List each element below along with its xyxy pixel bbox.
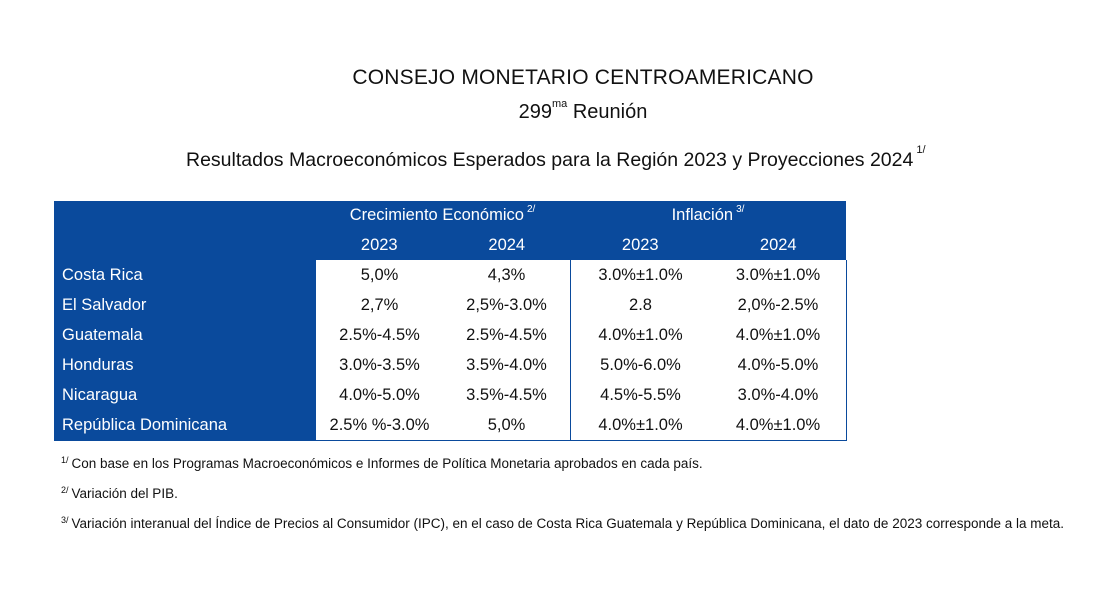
document-title: CONSEJO MONETARIO CENTROAMERICANO bbox=[352, 66, 814, 89]
value-cell: 5,0% bbox=[443, 410, 570, 441]
table-group-header-row: Crecimiento Económico 2/ Inflación 3/ bbox=[54, 201, 846, 230]
footnote-mark: 1/ bbox=[61, 455, 69, 465]
value-cell: 4.0%±1.0% bbox=[710, 320, 847, 350]
value-cell: 4.0%±1.0% bbox=[710, 410, 847, 441]
value-cell: 3.0%-3.5% bbox=[314, 350, 444, 380]
group-header-growth-label: Crecimiento Económico bbox=[349, 206, 524, 224]
group-header-inflation-label: Inflación bbox=[671, 206, 734, 224]
value-cell: 2,5%-3.0% bbox=[443, 290, 570, 320]
table-corner-cell-year bbox=[54, 230, 315, 260]
meeting-subtitle: 299ma Reunión bbox=[0, 98, 1108, 124]
footnote-text: Variación del PIB. bbox=[71, 486, 178, 501]
value-cell: 4.0%-5.0% bbox=[710, 350, 847, 380]
footnote: 3/Variación interanual del Índice de Pre… bbox=[61, 509, 1071, 539]
country-cell: Guatemala bbox=[54, 320, 315, 350]
value-cell: 2.5%-4.5% bbox=[443, 320, 570, 350]
year-header: 2024 bbox=[710, 230, 846, 260]
meeting-number: 299 bbox=[518, 101, 552, 123]
value-cell: 4.0%±1.0% bbox=[569, 410, 711, 441]
footnotes: 1/Con base en los Programas Macroeconómi… bbox=[61, 449, 1071, 539]
value-cell: 3.0%±1.0% bbox=[710, 260, 847, 290]
year-header: 2023 bbox=[570, 230, 711, 260]
footnote: 1/Con base en los Programas Macroeconómi… bbox=[61, 449, 1071, 479]
value-cell: 4.5%-5.5% bbox=[569, 380, 711, 410]
value-cell: 2.8 bbox=[569, 290, 711, 320]
footnote-text: Con base en los Programas Macroeconómico… bbox=[71, 456, 703, 471]
footnote: 2/Variación del PIB. bbox=[61, 479, 1071, 509]
value-cell: 4.0%±1.0% bbox=[569, 320, 711, 350]
table-row: Honduras 3.0%-3.5% 3.5%-4.0% 5.0%-6.0% 4… bbox=[54, 350, 847, 380]
value-cell: 3.5%-4.5% bbox=[443, 380, 570, 410]
table-heading-text: Resultados Macroeconómicos Esperados par… bbox=[186, 149, 914, 171]
value-cell: 5.0%-6.0% bbox=[569, 350, 711, 380]
footnote-text: Variación interanual del Índice de Preci… bbox=[71, 516, 1065, 531]
table-row: El Salvador 2,7% 2,5%-3.0% 2.8 2,0%-2.5% bbox=[54, 290, 847, 320]
value-cell: 4,3% bbox=[443, 260, 570, 290]
value-cell: 2,0%-2.5% bbox=[710, 290, 847, 320]
value-cell: 2,7% bbox=[314, 290, 444, 320]
country-cell: El Salvador bbox=[54, 290, 315, 320]
group-header-growth-mark: 2/ bbox=[526, 204, 536, 215]
value-cell: 3.5%-4.0% bbox=[443, 350, 570, 380]
value-cell: 3.0%±1.0% bbox=[569, 260, 711, 290]
macro-results-table: Crecimiento Económico 2/ Inflación 3/ 2023… bbox=[54, 201, 847, 441]
year-header: 2024 bbox=[443, 230, 570, 260]
table-row: Costa Rica 5,0% 4,3% 3.0%±1.0% 3.0%±1.0% bbox=[54, 260, 847, 290]
table-row: Guatemala 2.5%-4.5% 2.5%-4.5% 4.0%±1.0% … bbox=[54, 320, 847, 350]
year-header: 2023 bbox=[315, 230, 444, 260]
group-header-growth: Crecimiento Económico 2/ bbox=[315, 201, 570, 230]
value-cell: 3.0%-4.0% bbox=[710, 380, 847, 410]
country-cell: República Dominicana bbox=[54, 410, 315, 441]
country-cell: Nicaragua bbox=[54, 380, 315, 410]
table-row: Nicaragua 4.0%-5.0% 3.5%-4.5% 4.5%-5.5% … bbox=[54, 380, 847, 410]
value-cell: 2.5% %-3.0% bbox=[314, 410, 444, 441]
value-cell: 4.0%-5.0% bbox=[314, 380, 444, 410]
value-cell: 5,0% bbox=[314, 260, 444, 290]
table-row: República Dominicana 2.5% %-3.0% 5,0% 4.… bbox=[54, 410, 847, 441]
meeting-number-superscript: ma bbox=[552, 98, 568, 110]
country-cell: Costa Rica bbox=[54, 260, 315, 290]
table-heading-footnote-mark: 1/ bbox=[916, 144, 926, 156]
group-header-inflation: Inflación 3/ bbox=[570, 201, 846, 230]
table-year-header-row: 2023 2024 2023 2024 bbox=[54, 230, 846, 260]
table-corner-cell bbox=[54, 201, 315, 230]
meeting-word: Reunión bbox=[572, 101, 648, 123]
value-cell: 2.5%-4.5% bbox=[314, 320, 444, 350]
group-header-inflation-mark: 3/ bbox=[736, 204, 745, 215]
country-cell: Honduras bbox=[54, 350, 315, 380]
footnote-mark: 3/ bbox=[61, 515, 69, 525]
table-heading: Resultados Macroeconómicos Esperados par… bbox=[186, 144, 926, 172]
footnote-mark: 2/ bbox=[61, 485, 69, 495]
